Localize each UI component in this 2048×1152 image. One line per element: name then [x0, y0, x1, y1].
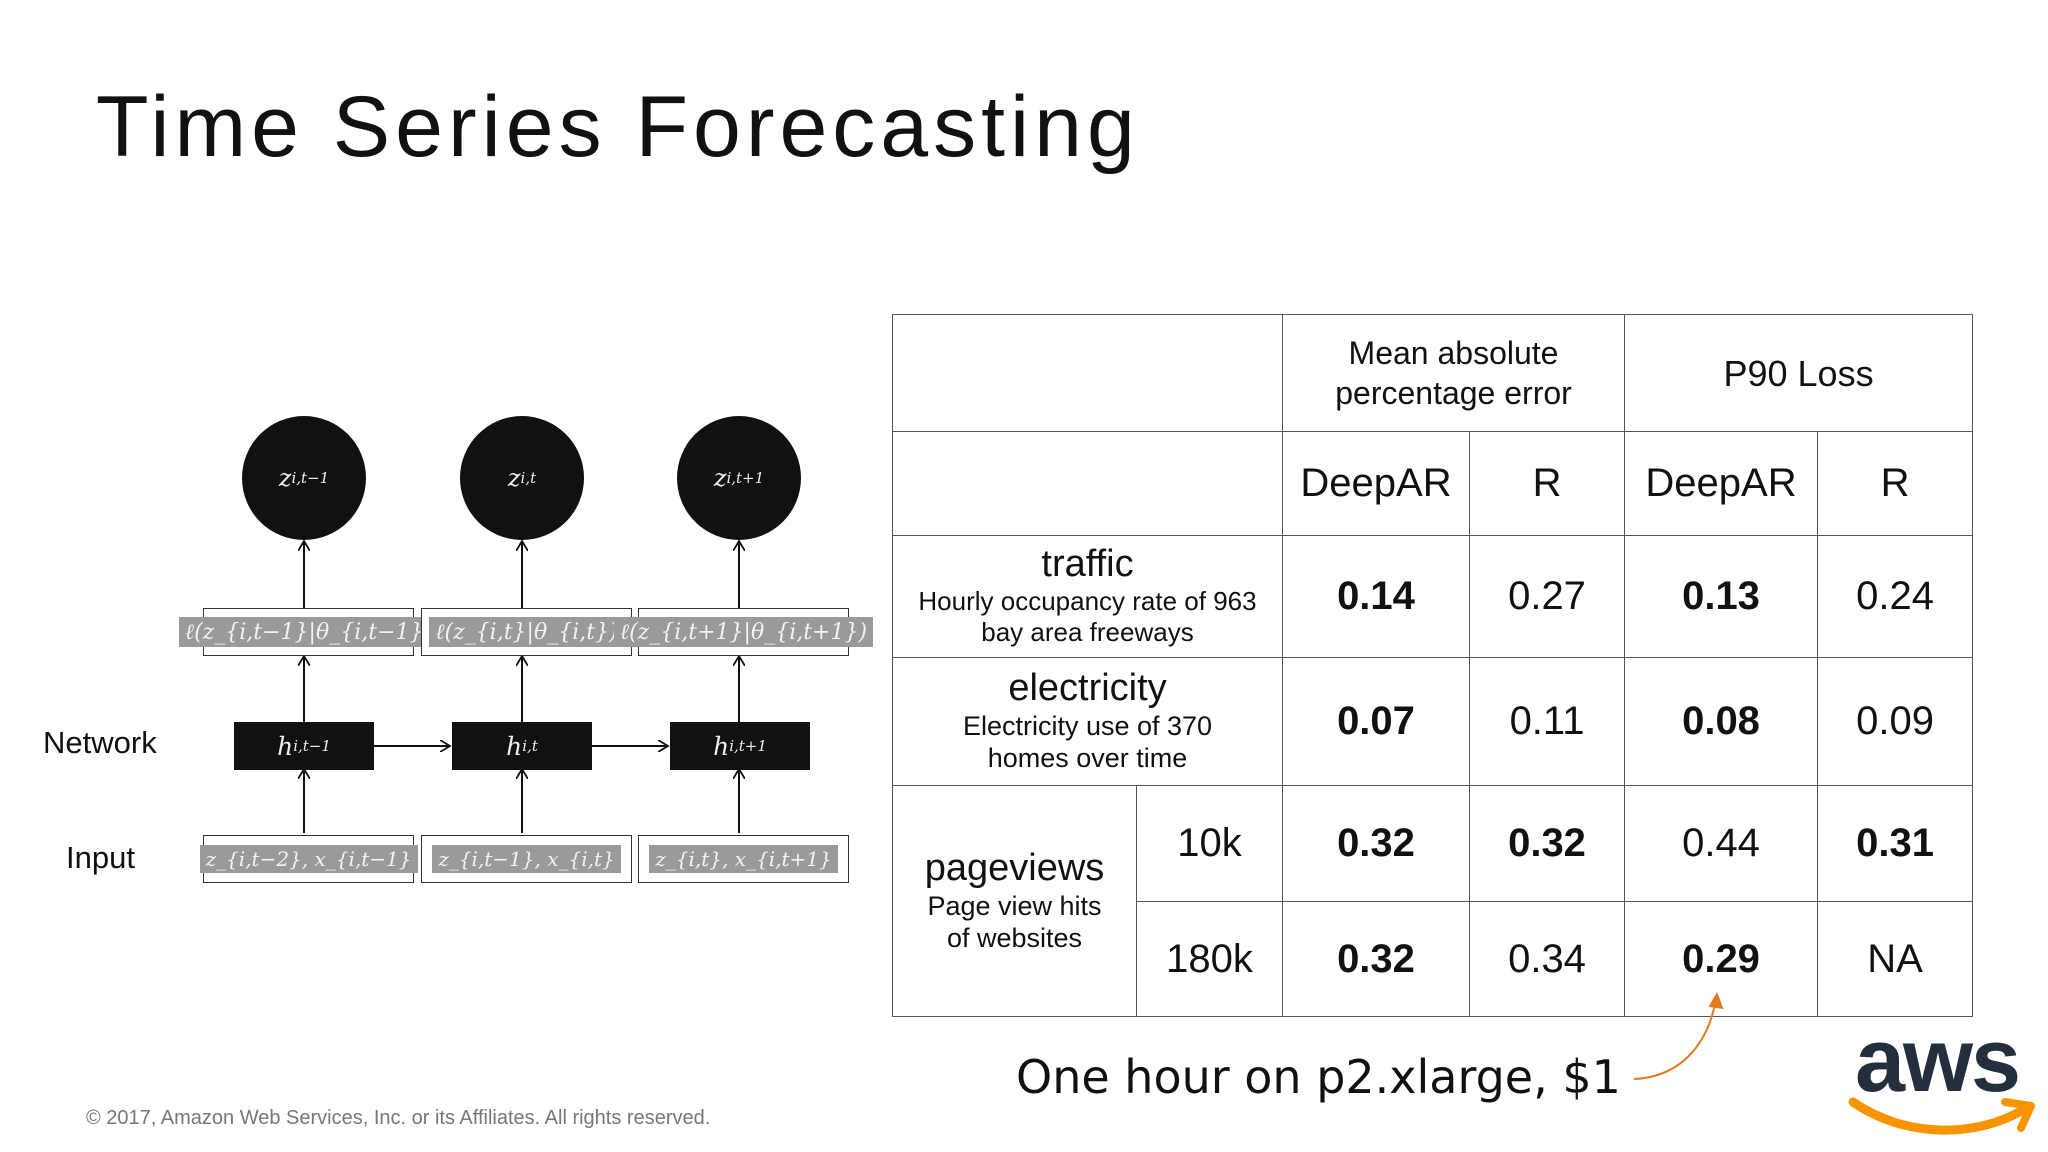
input-box-t-plus-1: z_{i,t}, x_{i,t+1} — [638, 835, 849, 883]
dataset-cell-pageviews: pageviews Page view hits of websites — [892, 785, 1137, 1017]
value-cell: 0.44 — [1624, 785, 1819, 902]
table-row-pageviews-10k: pageviews Page view hits of websites 10k… — [892, 785, 1974, 1017]
empty-corner-cell — [892, 314, 1283, 432]
value-cell: 0.27 — [1468, 535, 1626, 658]
output-node-t-plus-1: z i,t+1 — [677, 416, 801, 540]
likelihood-box-t-plus-1: ℓ(z_{i,t+1}|θ_{i,t+1}) — [613, 608, 874, 656]
likelihood-label: ℓ(z_{i,t−1}|θ_{i,t−1}) — [178, 617, 439, 647]
hidden-state-t-minus-1: h i,t−1 — [234, 722, 374, 770]
likelihood-label: ℓ(z_{i,t}|θ_{i,t}) — [429, 617, 624, 647]
dataset-cell-traffic: traffic Hourly occupancy rate of 963 bay… — [892, 535, 1283, 658]
likelihood-box-t: ℓ(z_{i,t}|θ_{i,t}) — [421, 608, 632, 656]
subheader-r: R — [1817, 431, 1974, 536]
dataset-name: pageviews — [924, 846, 1105, 889]
size-cell: 180k — [1136, 901, 1283, 1017]
value-cell: 0.13 — [1624, 535, 1819, 658]
hidden-state-t-plus-1: h i,t+1 — [670, 722, 810, 770]
input-row-label: Input — [66, 840, 135, 875]
value-cell: 0.34 — [1468, 901, 1626, 1017]
input-label: z_{i,t−1}, x_{i,t} — [432, 845, 621, 873]
hidden-state-t: h i,t — [452, 722, 592, 770]
value-cell: 0.32 — [1468, 785, 1626, 902]
value-cell: 0.24 — [1817, 535, 1974, 658]
size-cell: 10k — [1136, 785, 1283, 902]
input-label: z_{i,t}, x_{i,t+1} — [649, 845, 838, 873]
value-cell: 0.31 — [1817, 785, 1974, 902]
dataset-cell-electricity: electricity Electricity use of 370 homes… — [892, 657, 1283, 786]
output-node-t-minus-1: z i,t−1 — [242, 416, 366, 540]
aws-logo-text: aws — [1855, 1011, 2021, 1111]
dataset-description: Hourly occupancy rate of 963 bay area fr… — [918, 586, 1257, 648]
table-row: DeepAR R DeepAR R — [892, 431, 1974, 536]
aws-logo: aws — [1845, 1010, 2045, 1145]
value-cell: 0.32 — [1282, 785, 1470, 902]
likelihood-box-t-minus-1: ℓ(z_{i,t−1}|θ_{i,t−1}) — [178, 608, 439, 656]
dataset-name: electricity — [1008, 667, 1167, 710]
value-cell: NA — [1817, 901, 1974, 1017]
likelihood-label: ℓ(z_{i,t+1}|θ_{i,t+1}) — [613, 617, 874, 647]
deepar-network-diagram: Network Input z i,t−1 z i,t z i,t+1 ℓ(z_{i,… — [0, 400, 880, 920]
header-p90-loss: P90 Loss — [1624, 314, 1974, 432]
annotation-arrow-icon — [1633, 991, 1724, 1080]
copyright-text: © 2017, Amazon Web Services, Inc. or its… — [86, 1107, 711, 1129]
network-row-label: Network — [43, 725, 157, 760]
dataset-description: Electricity use of 370 homes over time — [962, 711, 1213, 774]
subheader-deepar: DeepAR — [1282, 431, 1470, 536]
aws-smile-icon — [1848, 1097, 2035, 1135]
results-table: Mean absolute percentage error P90 Loss … — [892, 314, 1974, 1017]
value-cell: 0.14 — [1282, 535, 1470, 658]
subheader-r: R — [1468, 431, 1626, 536]
value-cell: 0.07 — [1282, 657, 1470, 786]
input-label: z_{i,t−2}, x_{i,t−1} — [199, 845, 418, 873]
table-row: Mean absolute percentage error P90 Loss — [892, 314, 1974, 432]
output-node-t: z i,t — [460, 416, 584, 540]
cost-note: One hour on p2.xlarge, $1 — [1016, 1050, 1621, 1104]
header-mape: Mean absolute percentage error — [1281, 314, 1626, 432]
dataset-name: traffic — [1041, 543, 1134, 586]
value-cell: 0.11 — [1468, 657, 1626, 786]
table-row-electricity: electricity Electricity use of 370 homes… — [892, 657, 1974, 786]
dataset-description: Page view hits of websites — [927, 890, 1102, 953]
value-cell: 0.08 — [1624, 657, 1819, 786]
table-row-traffic: traffic Hourly occupancy rate of 963 bay… — [892, 535, 1974, 658]
diagram-arrows — [0, 400, 880, 833]
value-cell: 0.09 — [1817, 657, 1974, 786]
empty-corner-cell — [892, 431, 1283, 536]
input-box-t: z_{i,t−1}, x_{i,t} — [421, 835, 632, 883]
input-box-t-minus-1: z_{i,t−2}, x_{i,t−1} — [199, 835, 418, 883]
subheader-deepar: DeepAR — [1624, 431, 1819, 536]
table-row-pageviews-180k: 180k 0.32 0.34 0.29 NA — [893, 901, 1974, 1017]
value-cell: 0.32 — [1282, 901, 1470, 1017]
slide-title: Time Series Forecasting — [96, 79, 1140, 175]
value-cell: 0.29 — [1624, 901, 1819, 1017]
